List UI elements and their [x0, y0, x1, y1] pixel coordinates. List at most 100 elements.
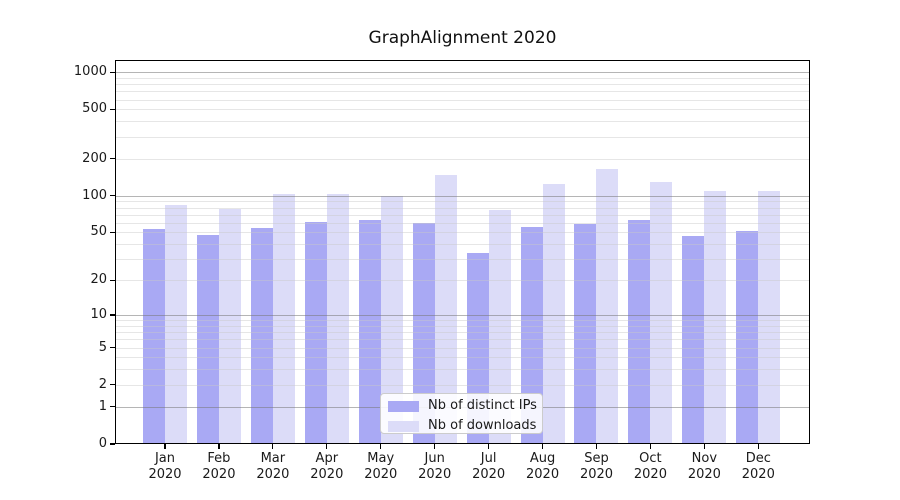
- gridline-minor: [115, 207, 810, 209]
- gridline-minor: [115, 109, 810, 111]
- bar-downloads-jan: [165, 204, 187, 444]
- bar-distinct-ips-jun: [412, 222, 435, 444]
- gridline-major: [115, 195, 810, 197]
- y-axis-tick-label: 200: [82, 150, 107, 166]
- x-axis-tick-label: Apr 2020: [310, 451, 344, 482]
- y-axis-tick: [110, 384, 115, 386]
- x-axis-tick-label: Feb 2020: [202, 451, 236, 482]
- x-axis-tick: [434, 444, 436, 449]
- y-axis-tick: [110, 346, 115, 349]
- legend-item-label: Nb of distinct IPs: [428, 398, 537, 413]
- y-axis-tick-label: 500: [82, 101, 107, 117]
- gridline-minor: [115, 339, 810, 341]
- x-axis-tick: [703, 444, 705, 449]
- gridline-major: [115, 72, 810, 74]
- bar-downloads-feb: [218, 208, 241, 444]
- x-axis-tick: [326, 444, 328, 449]
- gridline-minor: [115, 259, 810, 261]
- bar-distinct-ips-dec: [736, 231, 759, 444]
- bar-downloads-jun: [434, 175, 457, 444]
- x-axis-tick: [541, 444, 544, 449]
- x-axis-tick-label: Sep 2020: [579, 451, 614, 482]
- y-axis-tick: [110, 108, 115, 111]
- x-axis-tick: [380, 444, 382, 449]
- x-axis-tick-label: Jun 2020: [418, 451, 452, 482]
- x-axis-tick-label: Dec 2020: [741, 451, 775, 482]
- gridline-minor: [115, 77, 810, 79]
- x-axis-tick: [595, 444, 598, 449]
- y-axis-tick: [110, 71, 115, 73]
- y-axis-tick-label: 20: [90, 272, 107, 288]
- y-axis-tick-label: 100: [82, 187, 107, 203]
- bar-distinct-ips-nov: [682, 235, 705, 444]
- gridline-minor: [115, 320, 810, 322]
- legend-item-downloads: Nb of downloads: [381, 418, 542, 434]
- x-axis-tick-label: Nov 2020: [687, 451, 721, 482]
- x-axis-tick: [164, 444, 166, 449]
- bar-downloads-aug: [542, 183, 565, 444]
- gridline-minor: [115, 325, 810, 327]
- gridline-minor: [115, 280, 810, 282]
- gridline-minor: [115, 136, 810, 138]
- gridline-minor: [115, 222, 810, 224]
- bar-distinct-ips-mar: [250, 228, 273, 444]
- y-axis-tick: [110, 406, 115, 408]
- bar-downloads-mar: [272, 193, 295, 444]
- gridline-minor: [115, 244, 810, 246]
- legend-item-label: Nb of downloads: [428, 418, 537, 433]
- bar-downloads-jul: [488, 209, 511, 444]
- bar-distinct-ips-feb: [196, 234, 219, 444]
- x-axis-tick: [272, 444, 274, 449]
- gridline-minor: [115, 121, 810, 123]
- x-axis-tick-label: Mar 2020: [256, 451, 290, 482]
- bar-downloads-apr: [326, 194, 349, 444]
- gridline-minor: [115, 332, 810, 334]
- gridline-minor: [115, 201, 810, 203]
- x-axis-tick-label: Jul 2020: [472, 451, 506, 482]
- bar-downloads-sep: [596, 168, 619, 444]
- legend-item-distinct-ips: Nb of distinct IPs: [381, 398, 542, 414]
- y-axis-tick-label: 1000: [73, 64, 107, 80]
- bar-distinct-ips-aug: [520, 227, 543, 444]
- y-axis-tick: [110, 443, 115, 445]
- x-axis-tick-label: Jan 2020: [148, 451, 182, 482]
- y-axis-tick: [110, 158, 115, 160]
- gridline-minor: [115, 357, 810, 359]
- x-axis-tick: [218, 444, 220, 449]
- gridline-major: [115, 314, 810, 316]
- y-axis-tick: [110, 231, 115, 233]
- y-axis-tick: [110, 279, 115, 281]
- bar-downloads-nov: [704, 191, 727, 444]
- bar-downloads-dec: [758, 190, 781, 444]
- gridline-minor: [115, 232, 810, 234]
- bar-distinct-ips-may: [358, 220, 381, 444]
- gridline-minor: [115, 214, 810, 216]
- y-axis-tick-label: 10: [90, 306, 107, 322]
- y-axis-tick-label: 5: [98, 339, 107, 355]
- y-axis-tick-label: 50: [90, 224, 107, 240]
- x-axis-tick-label: Aug 2020: [526, 451, 560, 482]
- bar-distinct-ips-oct: [628, 220, 651, 444]
- bar-downloads-may: [380, 195, 403, 444]
- downloads-swatch-icon: [388, 420, 419, 432]
- gridline-minor: [115, 84, 810, 86]
- y-axis-tick-label: 1: [98, 398, 107, 414]
- y-axis-tick: [110, 314, 115, 316]
- x-axis-tick: [649, 444, 651, 449]
- gridline-minor: [115, 91, 810, 93]
- x-axis-tick-label: May 2020: [364, 451, 398, 482]
- bar-distinct-ips-apr: [304, 221, 327, 444]
- bar-distinct-ips-jan: [143, 229, 165, 444]
- distinct-ips-swatch-icon: [388, 400, 419, 412]
- y-axis-tick: [110, 195, 115, 197]
- gridline-minor: [115, 99, 810, 101]
- bar-downloads-oct: [650, 181, 673, 444]
- gridline-minor: [115, 369, 810, 371]
- x-axis-tick-label: Oct 2020: [633, 451, 667, 482]
- x-axis-tick: [488, 444, 490, 449]
- x-axis-tick: [757, 444, 759, 449]
- y-axis-tick-label: 2: [98, 376, 107, 392]
- gridline-minor: [115, 158, 810, 160]
- gridline-minor: [115, 347, 810, 349]
